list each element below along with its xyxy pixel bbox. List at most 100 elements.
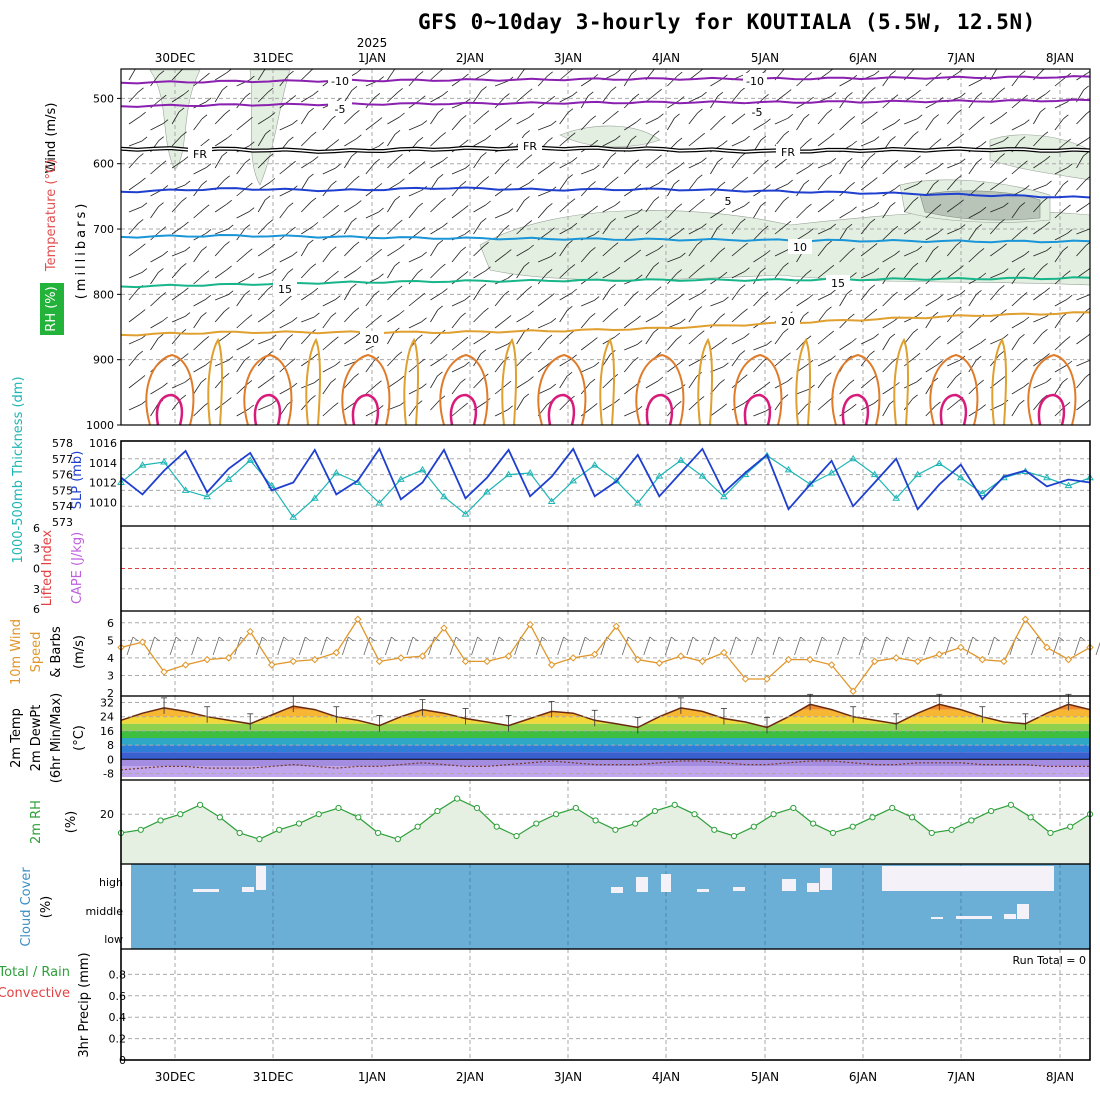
wind-barb [494,253,507,263]
rh-marker [948,826,955,833]
wind-barb-flag [633,93,640,99]
wind-barb-flag [830,157,837,163]
wind-barb [344,311,355,323]
wind-barb-flag [785,89,792,94]
wind-barb [537,321,552,329]
precip-label-2: Convective [0,986,70,1001]
wind-speed-marker [289,657,297,666]
cloud-gap [1004,914,1016,919]
rh-label-bg [40,283,64,335]
wind-barb [473,245,484,257]
wind-barb-flag [808,294,814,299]
top-date-label: 7JAN [947,51,975,65]
wind-barb [774,332,784,345]
wind-barb-flag [1046,246,1052,252]
wind-barb-flag [290,226,296,232]
wind-barb [968,294,977,307]
surface-wind-barb [212,636,220,656]
wind-barb-flag [1065,204,1071,210]
wind-barb [882,74,892,87]
wind-barb [430,160,443,169]
wind-barb [796,388,810,395]
wind-speed-marker [634,655,642,664]
wind-barb [623,163,635,175]
wind-barb-flag [785,220,792,226]
wind-barb-flag [248,338,255,344]
rh-marker [295,820,303,827]
wind-barb [408,206,419,219]
wind-tick-label: 4 [107,652,114,665]
wind-barb [1011,403,1020,417]
wind-barb [193,364,206,373]
wind-barb-flag [721,271,728,277]
wind-barb [860,140,875,147]
wind-barb-flag [636,405,643,411]
surface-wind-barb-flag [951,636,957,642]
wind-barb-flag [314,312,320,318]
wind-barb [236,96,246,109]
wind-barb-flag [826,108,833,114]
surface-wind-barb [923,636,931,656]
wind-barb-flag [550,317,557,323]
wind-barb-flag [1023,250,1030,256]
wind-barb [279,123,293,131]
wind-barb [494,121,507,131]
wind-barb [645,200,655,213]
contour-label: FR [523,140,537,153]
wind-barb-flag [464,295,470,301]
wind-barb [968,252,980,263]
wind-barb-flag [678,359,684,365]
wind10m-axis-titles: 10m Wind Speed & Barbs (m/s) [9,619,87,685]
wind-barb-flag [636,274,643,280]
run-total: Run Total = 0 [1013,954,1087,967]
wind-barb [193,208,205,219]
wind-barb-flag [460,312,466,318]
wind-barb [990,289,1000,301]
rh-marker [988,807,995,815]
wind-barb-flag [378,207,384,213]
warm-contour [831,353,881,425]
wind-barb-flag [550,120,557,126]
wind-barb [344,138,357,147]
cloud-gap [820,868,832,890]
wind-barb [365,211,379,219]
wind-barb-flag [958,133,964,139]
wind-barb-flag [613,176,619,182]
wind-barb [817,178,828,191]
slp-tick-label: 1014 [89,457,117,470]
rh-marker [1047,829,1054,837]
wind-barb [559,136,571,147]
wind-barb [150,320,163,329]
stability-tick-label: 0 [33,563,40,576]
wind-barb-flag [288,70,294,76]
wind-speed-marker [1000,657,1008,666]
wind-barb-flag [742,176,749,182]
wind-barb-flag [394,261,400,267]
wind-barb-flag [1024,119,1030,124]
wind-barb-flag [1062,246,1069,251]
wind-barb [236,408,249,417]
wind-barb [839,383,850,395]
wind-barb-flag [524,196,530,201]
wind-barb-flag [1021,357,1028,363]
wind-barb-flag [224,307,230,312]
wind-barb-flag [937,294,943,300]
wind-barb-flag [550,383,557,389]
wind-barb-flag [1044,353,1050,358]
wind-barb [257,157,269,169]
wind-barb-flag [717,157,723,163]
wind-barb [344,377,354,389]
wind-barb [796,207,807,219]
wind-barb-flag [204,72,210,78]
wind-barb [1033,267,1043,279]
rh-marker [869,814,876,821]
wind-barb-flag [356,134,362,140]
wind-barb [128,206,143,213]
wind-barb [408,321,422,329]
wind-barb-flag [374,290,380,296]
wind-barb-flag [270,400,277,405]
top-date-label: 5JAN [751,51,779,65]
wind-barb [839,342,852,351]
wind-barb-flag [330,312,337,317]
wind-barb [322,365,336,373]
